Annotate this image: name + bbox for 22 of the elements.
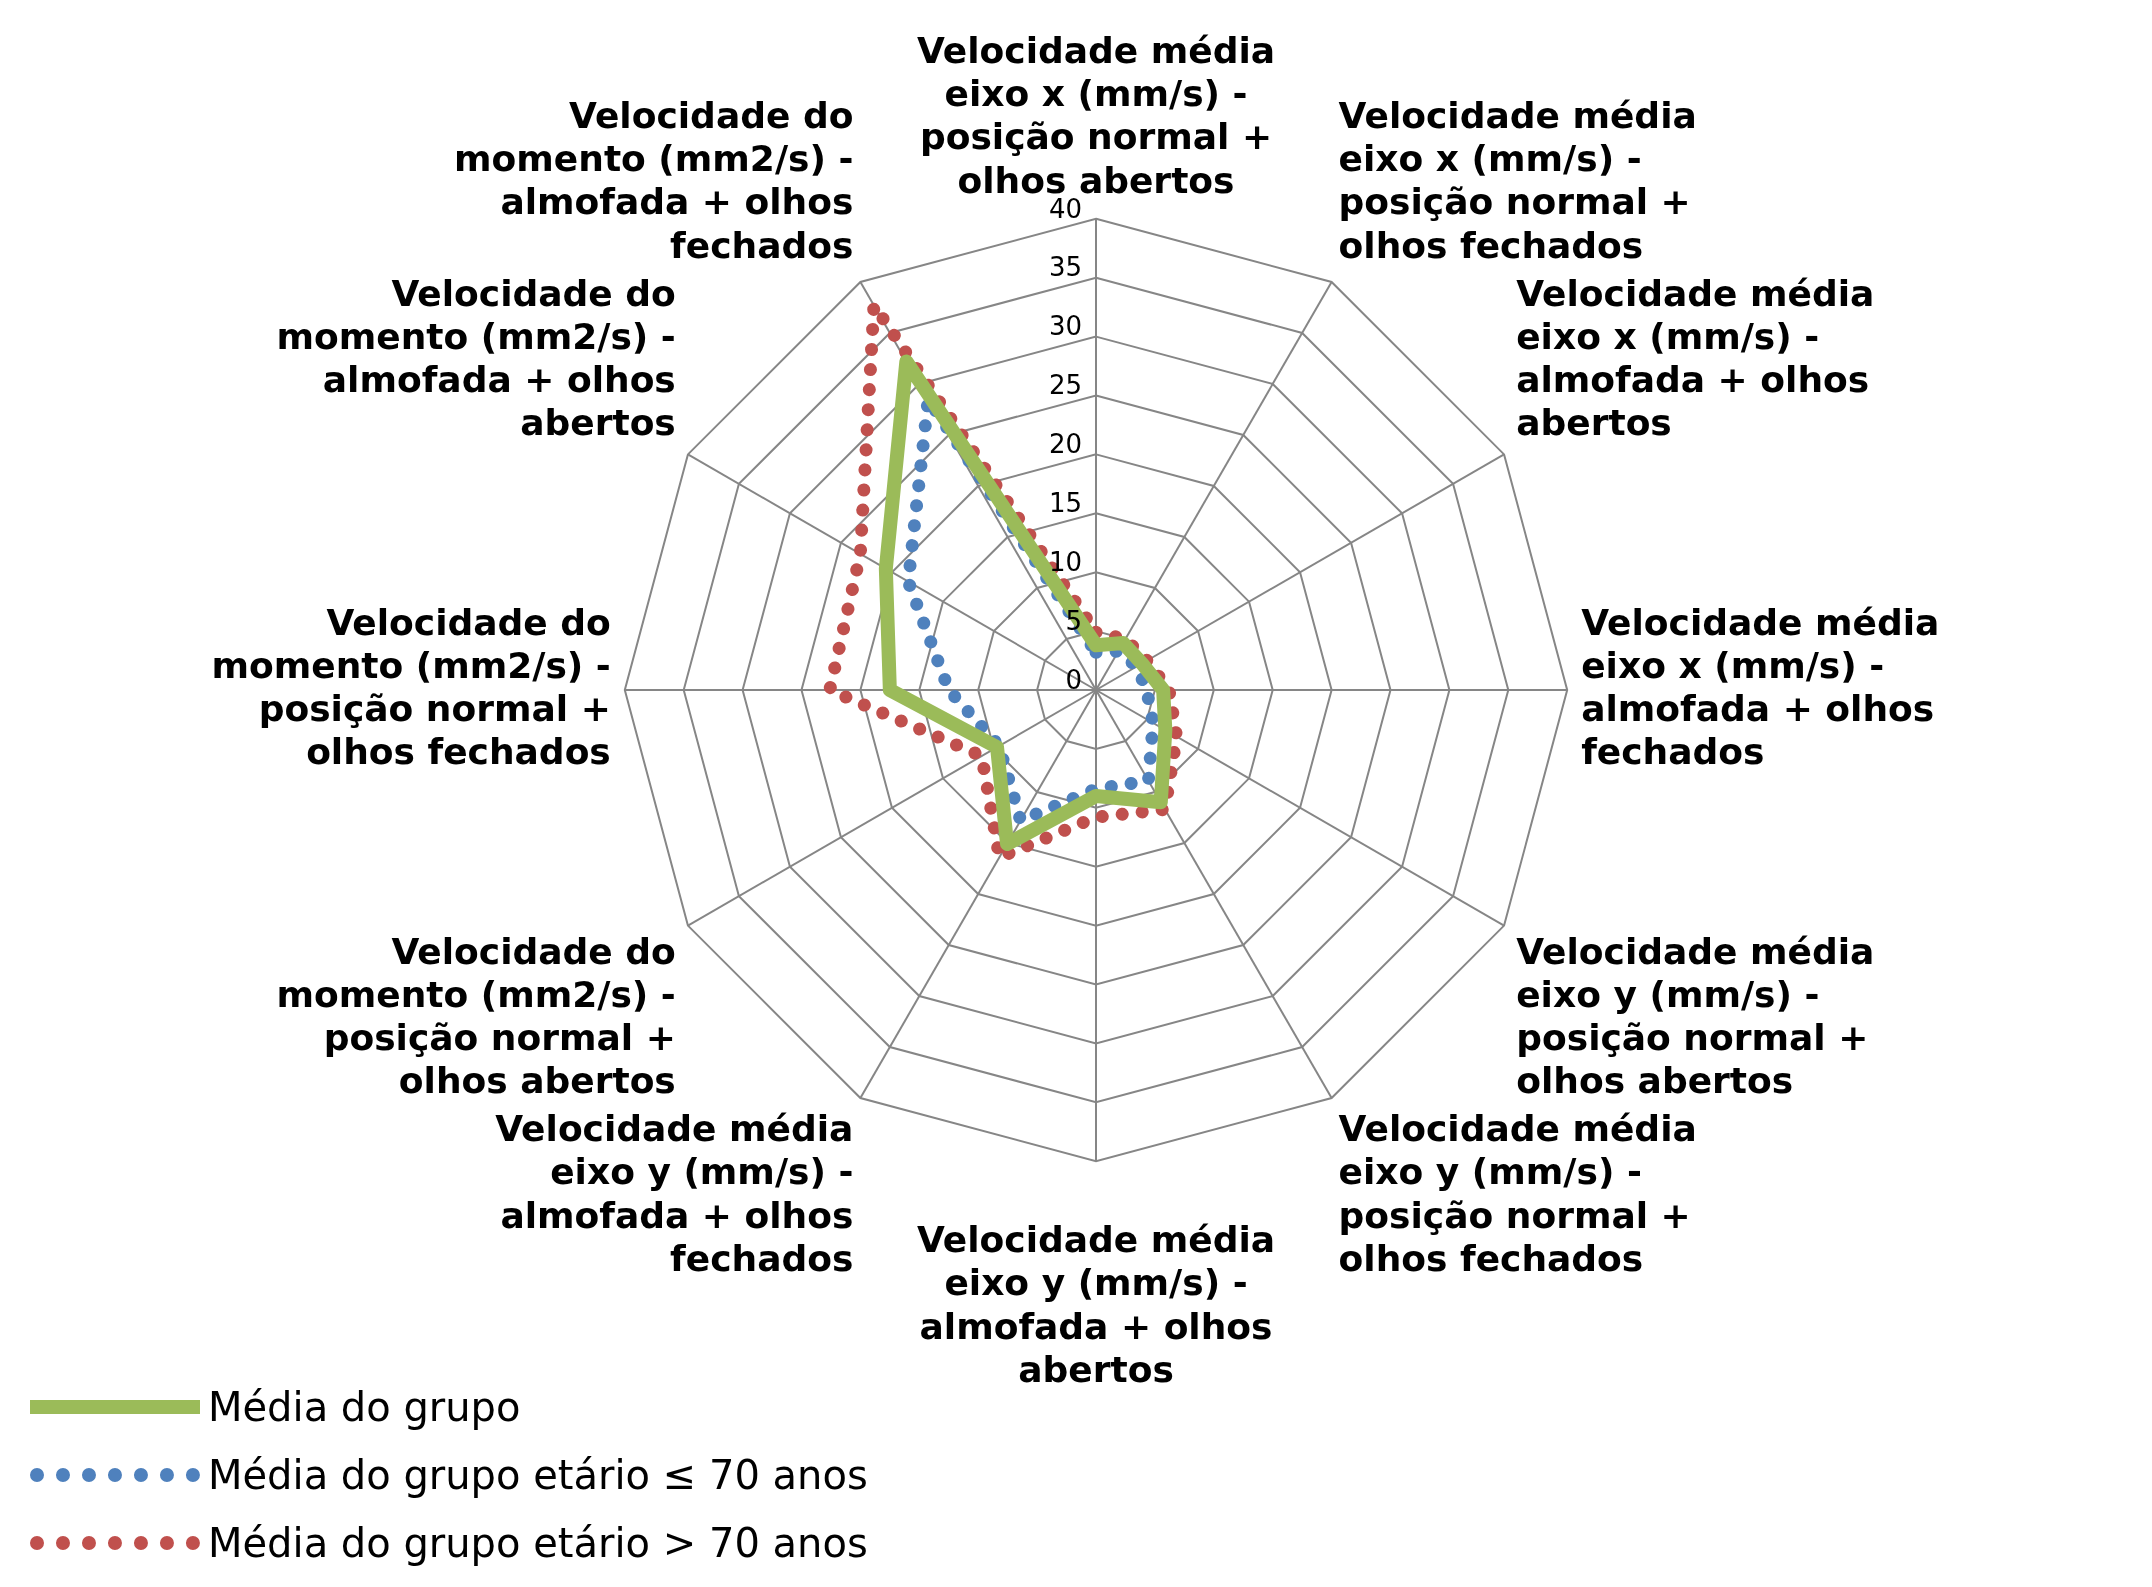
spoke-label: Velocidade média eixo x (mm/s) - almofada + olhos fechados [1581,601,1940,773]
spoke-label: Velocidade média eixo x (mm/s) - posição normal + olhos fechados [1338,94,1697,266]
y-tick-label: 10 [1048,546,1082,577]
y-tick-label: 30 [1048,311,1082,342]
spoke-label: Velocidade do momento (mm2/s) - posição normal + olhos abertos [276,930,676,1102]
legend-label: Média do grupo [208,1384,521,1430]
spoke-label: Velocidade média eixo y (mm/s) - almofada + olhos fechados [495,1108,854,1279]
y-tick-label: 15 [1048,488,1082,519]
legend-label: Média do grupo etário ≤ 70 anos [208,1452,868,1498]
spoke-label: Velocidade do momento (mm2/s) - almofada + olhos abertos [276,272,676,444]
spoke-label: Velocidade média eixo y (mm/s) - posição normal + olhos fechados [1338,1108,1697,1279]
y-tick-label: 25 [1048,370,1082,401]
legend-label: Média do grupo etário > 70 anos [208,1520,868,1566]
spoke-label: Velocidade do momento (mm2/s) - posição normal + olhos fechados [211,601,611,773]
y-tick-label: 0 [1065,664,1082,695]
spoke-label: Velocidade média eixo y (mm/s) - posição normal + olhos abertos [1516,930,1875,1102]
y-tick-label: 5 [1065,605,1082,636]
y-tick-label: 35 [1048,252,1082,283]
y-tick-label: 20 [1048,429,1082,460]
spoke-label: Velocidade média eixo y (mm/s) - almofada + olhos abertos [916,1219,1276,1390]
spoke-label: Velocidade média eixo x (mm/s) - almofada + olhos abertos [1516,272,1875,444]
spoke-label: Velocidade do momento (mm2/s) - almofada + olhos fechados [454,94,854,266]
